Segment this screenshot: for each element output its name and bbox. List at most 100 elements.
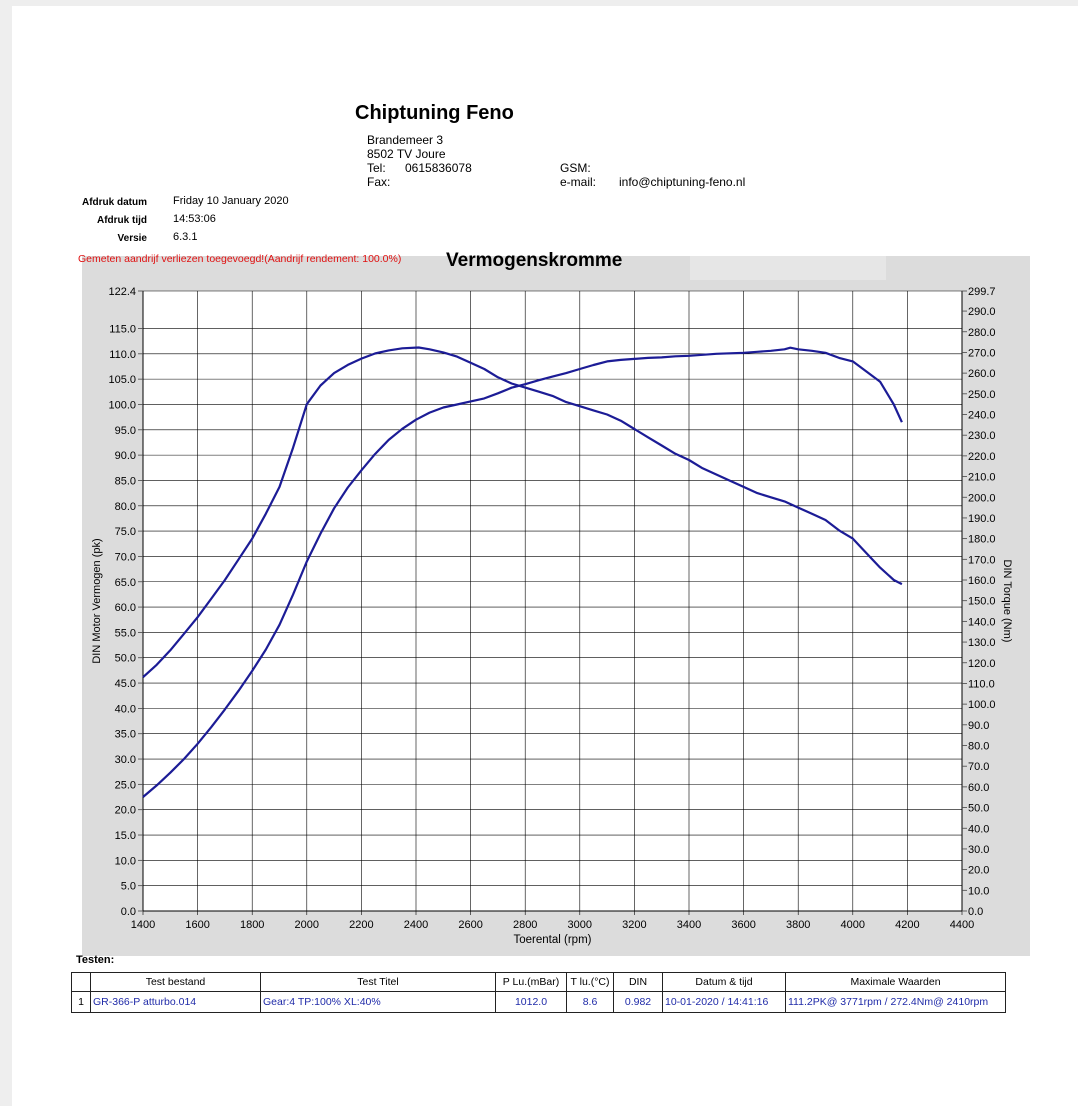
y-left-tick-label: 100.0: [108, 399, 136, 411]
y-right-tick-label: 160.0: [968, 575, 996, 587]
y-left-tick-label: 35.0: [115, 729, 136, 741]
y-right-tick-label: 170.0: [968, 554, 996, 566]
y-right-axis-ticks: 0.0 10.0 20.0 30.0 40.0 50.0 60.0 70.0 80.0 90.0 1…: [962, 286, 996, 918]
y-right-tick-label: 40.0: [968, 823, 989, 835]
y-left-tick-label: 20.0: [115, 805, 136, 817]
tel-value: 0615836078: [405, 161, 472, 175]
tests-label: Testen:: [76, 954, 115, 966]
x-tick-label: 2600: [458, 919, 482, 931]
y-right-axis-label: DIN Torque (Nm): [1001, 560, 1013, 643]
x-tick-label: 4400: [950, 919, 974, 931]
tests-header-row: Test bestand Test Titel P Lu.(mBar) T lu…: [71, 972, 1006, 992]
x-tick-label: 3600: [731, 919, 755, 931]
plot-area: [143, 291, 962, 911]
y-left-tick-label: 95.0: [115, 425, 136, 437]
y-left-tick-label: 70.0: [115, 551, 136, 563]
y-right-tick-label: 230.0: [968, 430, 996, 442]
y-left-tick-label: 25.0: [115, 779, 136, 791]
row-pressure: 1012.0: [495, 991, 567, 1013]
col-din: DIN: [613, 972, 663, 992]
y-left-tick-label: 55.0: [115, 627, 136, 639]
x-tick-label: 4000: [841, 919, 865, 931]
y-left-axis-ticks: 0.0 5.0 10.0 15.0 20.0 25.0 30.0 35.0 40.0 45.0 50…: [108, 286, 143, 918]
x-tick-label: 1400: [131, 919, 155, 931]
y-right-tick-label: 100.0: [968, 699, 996, 711]
x-tick-label: 2800: [513, 919, 537, 931]
tests-table: Test bestand Test Titel P Lu.(mBar) T lu…: [71, 972, 1006, 1013]
version-label: Versie: [117, 233, 147, 244]
x-tick-label: 4200: [895, 919, 919, 931]
company-name: Chiptuning Feno: [355, 102, 514, 124]
col-max-values: Maximale Waarden: [785, 972, 1006, 992]
y-right-tick-label: 0.0: [968, 906, 983, 918]
y-left-tick-label: 10.0: [115, 855, 136, 867]
address-line-1: Brandemeer 3: [367, 133, 444, 147]
y-left-tick-label: 122.4: [108, 286, 136, 298]
y-right-tick-label: 270.0: [968, 347, 996, 359]
x-tick-label: 1600: [185, 919, 209, 931]
y-left-tick-label: 75.0: [115, 526, 136, 538]
gsm-label: GSM:: [560, 161, 591, 175]
y-left-tick-label: 0.0: [121, 906, 136, 918]
y-right-tick-label: 260.0: [968, 368, 996, 380]
y-right-tick-label: 240.0: [968, 410, 996, 422]
table-row[interactable]: 1 GR-366-P atturbo.014 Gear:4 TP:100% XL…: [71, 991, 1006, 1013]
fax-label: Fax:: [367, 175, 391, 189]
version-value: 6.3.1: [173, 231, 198, 243]
row-file: GR-366-P atturbo.014: [90, 991, 261, 1013]
power-torque-chart: 1400 1600 1800 2000 2200 2400 2600 2800 3000 3200…: [82, 256, 1030, 956]
y-right-tick-label: 200.0: [968, 492, 996, 504]
col-datetime: Datum & tijd: [662, 972, 786, 992]
y-right-tick-label: 290.0: [968, 306, 996, 318]
chart-title-box: [690, 256, 886, 280]
row-title: Gear:4 TP:100% XL:40%: [260, 991, 496, 1013]
y-right-tick-label: 150.0: [968, 596, 996, 608]
y-right-tick-label: 10.0: [968, 885, 989, 897]
y-left-tick-label: 80.0: [115, 501, 136, 513]
y-left-tick-label: 105.0: [108, 374, 136, 386]
y-right-tick-label: 50.0: [968, 803, 989, 815]
y-left-tick-label: 50.0: [115, 653, 136, 665]
y-left-axis-label: DIN Motor Vermogen (pk): [91, 538, 103, 663]
y-left-tick-label: 15.0: [115, 830, 136, 842]
x-tick-label: 2200: [349, 919, 373, 931]
y-right-tick-label: 130.0: [968, 637, 996, 649]
x-tick-label: 3000: [568, 919, 592, 931]
y-left-tick-label: 30.0: [115, 754, 136, 766]
col-index: [71, 972, 91, 992]
print-date-label: Afdruk datum: [82, 197, 147, 208]
address-line-2: 8502 TV Joure: [367, 147, 446, 161]
y-right-tick-label: 30.0: [968, 844, 989, 856]
chart-title: Vermogenskromme: [446, 250, 623, 271]
y-left-tick-label: 40.0: [115, 703, 136, 715]
y-left-tick-label: 65.0: [115, 577, 136, 589]
email-label: e-mail:: [560, 175, 597, 189]
print-time-label: Afdruk tijd: [97, 215, 147, 226]
row-din: 0.982: [613, 991, 663, 1013]
y-right-tick-label: 20.0: [968, 865, 989, 877]
x-tick-label: 1800: [240, 919, 264, 931]
y-left-tick-label: 85.0: [115, 475, 136, 487]
y-right-tick-label: 120.0: [968, 658, 996, 670]
data-curves: [142, 346, 903, 798]
col-pressure: P Lu.(mBar): [495, 972, 567, 992]
x-tick-label: 2400: [404, 919, 428, 931]
tel-label: Tel:: [367, 161, 386, 175]
x-axis-label: Toerental (rpm): [514, 934, 592, 946]
y-left-tick-label: 110.0: [109, 349, 136, 361]
x-tick-label: 2000: [295, 919, 319, 931]
email-value: info@chiptuning-feno.nl: [619, 175, 746, 189]
y-right-tick-label: 60.0: [968, 782, 989, 794]
y-left-tick-label: 5.0: [121, 881, 136, 893]
y-left-tick-label: 90.0: [115, 450, 136, 462]
y-right-tick-label: 80.0: [968, 741, 989, 753]
y-right-tick-label: 70.0: [968, 761, 989, 773]
y-right-tick-label: 210.0: [968, 472, 996, 484]
x-axis-ticks: 1400 1600 1800 2000 2200 2400 2600 2800 3000 3200…: [131, 919, 974, 931]
col-test-title: Test Titel: [260, 972, 496, 992]
y-right-tick-label: 180.0: [968, 534, 996, 546]
torque-curve: [142, 346, 903, 679]
row-temperature: 8.6: [566, 991, 614, 1013]
x-tick-label: 3800: [786, 919, 810, 931]
row-max-values: 111.2PK@ 3771rpm / 272.4Nm@ 2410rpm: [785, 991, 1006, 1013]
